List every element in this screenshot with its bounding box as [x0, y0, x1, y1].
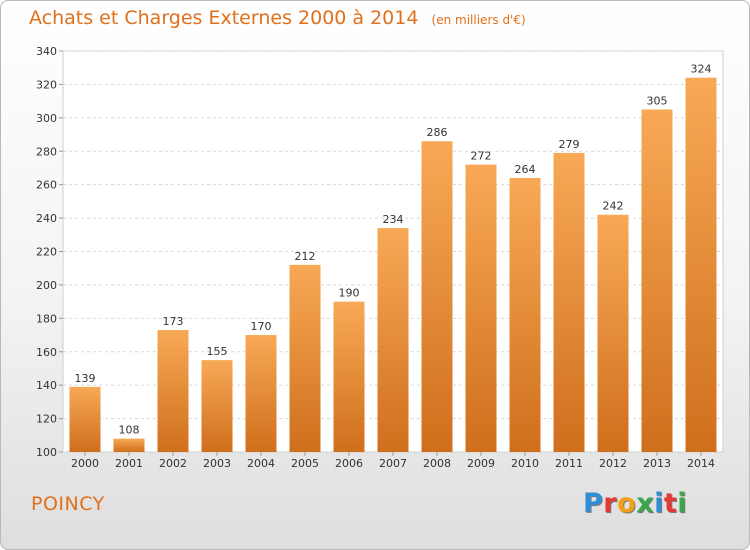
y-tick-label: 180: [36, 312, 57, 325]
city-name: POINCY: [31, 493, 105, 515]
x-tick-label-2011: 2011: [555, 457, 583, 470]
bar-2002: [157, 330, 189, 452]
bar-2006: [333, 301, 365, 452]
data-label-2011: 279: [559, 138, 580, 151]
data-label-2002: 173: [163, 315, 184, 328]
y-tick-label: 100: [36, 446, 57, 459]
brand-logo: Proxiti: [583, 488, 687, 519]
x-tick-label-2007: 2007: [379, 457, 407, 470]
x-tick-label-2010: 2010: [511, 457, 539, 470]
bars: [69, 77, 717, 453]
x-tick-label-2014: 2014: [687, 457, 715, 470]
x-tick-label-2002: 2002: [159, 457, 187, 470]
data-label-2013: 305: [647, 94, 668, 107]
x-axis-ticks: 2000 2001 2002 2003 2004 2005 2006 2007 2008 2009…: [71, 452, 715, 470]
data-label-2004: 170: [251, 320, 272, 333]
y-tick-label: 340: [36, 45, 57, 58]
data-label-2012: 242: [603, 200, 624, 213]
chart-title: Achats et Charges Externes 2000 à 2014: [29, 7, 419, 29]
bar-2003: [201, 360, 233, 452]
y-tick-label: 200: [36, 279, 57, 292]
x-tick-label-2005: 2005: [291, 457, 319, 470]
x-tick-label-2012: 2012: [599, 457, 627, 470]
brand-letter: r: [603, 488, 618, 519]
y-tick-label: 280: [36, 145, 57, 158]
bar-2012: [597, 214, 629, 452]
data-labels: 139 108 173 155 170 212 190 234 286 272 264 279 242 3…: [75, 63, 712, 437]
brand-letter: o: [617, 488, 637, 519]
y-tick-label: 260: [36, 179, 57, 192]
title-row: Achats et Charges Externes 2000 à 2014 (…: [29, 7, 526, 29]
y-tick-label: 300: [36, 112, 57, 125]
data-label-2014: 324: [691, 63, 712, 76]
brand-letter: P: [583, 488, 604, 519]
bar-2001: [113, 438, 145, 452]
y-tick-label: 140: [36, 379, 57, 392]
x-tick-label-2004: 2004: [247, 457, 275, 470]
x-tick-label-2006: 2006: [335, 457, 363, 470]
y-tick-label: 240: [36, 212, 57, 225]
bar-2004: [245, 335, 277, 452]
x-tick-label-2009: 2009: [467, 457, 495, 470]
data-label-2010: 264: [515, 163, 536, 176]
data-label-2005: 212: [295, 250, 316, 263]
y-tick-label: 120: [36, 413, 57, 426]
y-axis-ticks: 100 120 140 160 180 200 220 240 260 280 300 320 340: [36, 45, 63, 459]
x-tick-label-2000: 2000: [71, 457, 99, 470]
unit-note: (en milliers d'€): [431, 13, 526, 27]
data-label-2008: 286: [427, 126, 448, 139]
bar-2010: [509, 177, 541, 452]
data-label-2001: 108: [119, 424, 140, 437]
y-tick-label: 160: [36, 346, 57, 359]
y-tick-label: 220: [36, 246, 57, 259]
brand-letter: i: [677, 488, 688, 519]
brand-letter: x: [636, 488, 655, 519]
data-label-2006: 190: [339, 287, 360, 300]
x-tick-label-2003: 2003: [203, 457, 231, 470]
y-tick-label: 320: [36, 78, 57, 91]
brand-letter: i: [654, 488, 664, 519]
x-tick-label-2008: 2008: [423, 457, 451, 470]
bar-2013: [641, 109, 673, 453]
bar-2009: [465, 164, 497, 452]
bar-2011: [553, 152, 585, 452]
brand-letter: t: [663, 488, 678, 519]
bar-2007: [377, 228, 409, 452]
data-label-2000: 139: [75, 372, 96, 385]
data-label-2007: 234: [383, 213, 404, 226]
data-label-2003: 155: [207, 345, 228, 358]
bar-2014: [685, 77, 717, 452]
bar-2000: [69, 386, 101, 452]
x-tick-label-2013: 2013: [643, 457, 671, 470]
x-tick-label-2001: 2001: [115, 457, 143, 470]
bar-2005: [289, 264, 321, 452]
bar-2008: [421, 141, 453, 452]
data-label-2009: 272: [471, 150, 492, 163]
